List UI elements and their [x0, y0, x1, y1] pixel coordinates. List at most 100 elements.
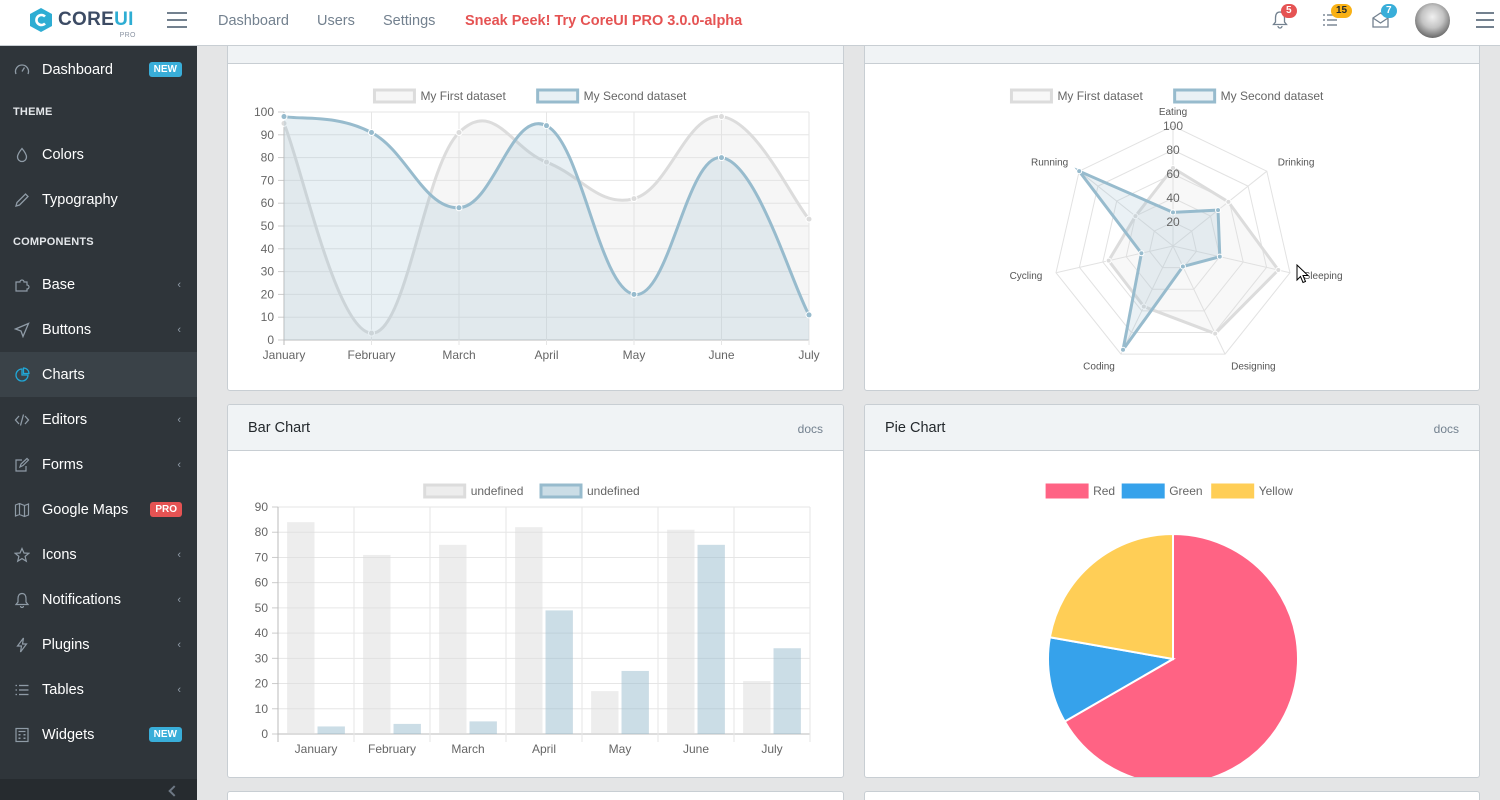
nav-dashboard[interactable]: Dashboard — [218, 13, 289, 29]
y-tick-label: 30 — [255, 651, 269, 665]
x-tick-label: May — [623, 348, 646, 362]
radar-axis-label: Designing — [1231, 362, 1275, 373]
sidebar-item-forms[interactable]: Forms ‹ — [0, 442, 197, 487]
data-point — [543, 158, 550, 166]
bar-chart-card: Bar Chart docs undefined undefined 0 10 20 30… — [227, 404, 844, 778]
new-badge: NEW — [148, 62, 182, 77]
bar-july-s2 — [773, 648, 801, 734]
data-point — [455, 204, 463, 212]
chevron-left-icon: ‹ — [177, 593, 181, 606]
y-tick-label: 0 — [261, 727, 268, 741]
sidebar-item-base[interactable]: Base ‹ — [0, 262, 197, 307]
y-tick-label: 50 — [255, 601, 269, 615]
pie-chart-icon — [15, 366, 30, 382]
pie-slice-yellow — [1048, 532, 1174, 661]
data-point — [1212, 330, 1219, 337]
legend-swatch — [1211, 483, 1255, 499]
legend-label: undefined — [587, 484, 640, 498]
drop-icon — [16, 146, 28, 162]
sidebar-item-label: Google Maps — [42, 501, 129, 518]
sidebar-title-theme: THEME — [13, 106, 53, 118]
chevron-left-icon: ‹ — [177, 323, 181, 336]
bar-january-s2 — [317, 726, 345, 734]
list-icon — [15, 684, 29, 695]
sidebar-item-label: Base — [42, 276, 76, 293]
legend-label: undefined — [471, 484, 524, 498]
sidebar-item-editors[interactable]: Editors ‹ — [0, 397, 197, 442]
user-avatar[interactable] — [1415, 3, 1450, 38]
radar-grid-ring — [1078, 149, 1268, 333]
brand-logo[interactable]: COREUI PRO — [30, 8, 135, 39]
x-tick-label: April — [532, 742, 556, 756]
radar-axis-label: Eating — [1159, 107, 1187, 118]
sidebar-title-components: COMPONENTS — [13, 236, 94, 248]
sidebar-toggle-button[interactable] — [167, 12, 187, 28]
line-chart-card: My First dataset My Second dataset 0 10 20 30… — [227, 30, 844, 391]
new-badge: NEW — [148, 727, 182, 742]
radar-chart-card: My First dataset My Second dataset 20 40 60 8… — [864, 30, 1480, 391]
x-tick-label: March — [442, 348, 475, 362]
bar-july-s1 — [743, 681, 771, 734]
sidebar-item-icons[interactable]: Icons ‹ — [0, 532, 197, 577]
messages-button[interactable]: 7 — [1372, 4, 1397, 31]
bar-february-s1 — [363, 554, 391, 734]
data-point — [1225, 198, 1232, 205]
radar-axis-label: Running — [1031, 157, 1068, 168]
aside-menu-toggle-button[interactable] — [1476, 12, 1494, 28]
sidebar-item-typography[interactable]: Typography — [0, 177, 197, 222]
data-point — [280, 119, 288, 127]
sidebar-item-label: Tables — [42, 681, 84, 698]
docs-link[interactable]: docs — [797, 422, 823, 436]
sidebar-item-label: Plugins — [42, 636, 90, 653]
sidebar-item-notifications[interactable]: Notifications ‹ — [0, 577, 197, 622]
sidebar-item-dashboard[interactable]: Dashboard NEW — [0, 47, 197, 92]
series-area-2 — [284, 116, 809, 340]
x-tick-label: February — [368, 742, 416, 756]
radar-spoke — [1055, 245, 1174, 274]
nav-settings[interactable]: Settings — [383, 13, 436, 29]
messages-badge: 7 — [1381, 4, 1397, 18]
sidebar-item-colors[interactable]: Colors — [0, 132, 197, 177]
radar-spoke — [1078, 170, 1174, 247]
tasks-button[interactable]: 15 — [1322, 4, 1353, 31]
data-point — [1076, 168, 1083, 175]
data-point — [718, 113, 725, 121]
r-tick-label: 20 — [1166, 215, 1180, 229]
sidebar-item-label: Buttons — [42, 321, 92, 338]
data-point — [1216, 253, 1223, 260]
nav-users[interactable]: Users — [317, 13, 355, 29]
legend-swatch — [1121, 483, 1165, 499]
y-tick-label: 20 — [261, 287, 275, 301]
y-tick-label: 90 — [255, 500, 269, 514]
notifications-button[interactable]: 5 — [1272, 4, 1297, 31]
pie-chart-card: Pie Chart docs Red Green Yellow — [864, 404, 1480, 778]
y-tick-label: 20 — [255, 677, 269, 691]
data-point — [368, 129, 375, 137]
sidebar-item-label: Notifications — [42, 591, 121, 608]
sidebar: Dashboard NEW THEME Colors Typography CO… — [0, 46, 197, 800]
calculator-icon — [15, 727, 29, 742]
nav-promo-link[interactable]: Sneak Peek! Try CoreUI PRO 3.0.0-alpha — [465, 13, 743, 29]
bar-february-s2 — [393, 723, 421, 734]
sidebar-item-google-maps[interactable]: Google Maps PRO — [0, 487, 197, 532]
legend-label: My Second dataset — [1221, 89, 1324, 103]
y-tick-label: 70 — [255, 550, 269, 564]
docs-link[interactable]: docs — [1433, 422, 1459, 436]
sidebar-minimizer[interactable] — [0, 779, 197, 800]
y-tick-label: 10 — [261, 310, 275, 324]
x-tick-label: March — [451, 742, 484, 756]
sidebar-item-tables[interactable]: Tables ‹ — [0, 667, 197, 712]
sidebar-item-charts[interactable]: Charts — [0, 352, 197, 397]
envelope-icon — [1372, 12, 1389, 28]
bar-may-s2 — [621, 670, 649, 734]
note-icon — [15, 457, 30, 472]
radar-axis-label: Cycling — [1010, 271, 1043, 282]
sidebar-item-widgets[interactable]: Widgets NEW — [0, 712, 197, 757]
data-point — [805, 311, 813, 319]
pie-chart: Red Green Yellow — [1045, 483, 1299, 777]
r-tick-label: 60 — [1166, 167, 1180, 181]
sidebar-item-buttons[interactable]: Buttons ‹ — [0, 307, 197, 352]
sidebar-item-label: Editors — [42, 411, 88, 428]
y-tick-label: 50 — [261, 219, 275, 233]
sidebar-item-plugins[interactable]: Plugins ‹ — [0, 622, 197, 667]
